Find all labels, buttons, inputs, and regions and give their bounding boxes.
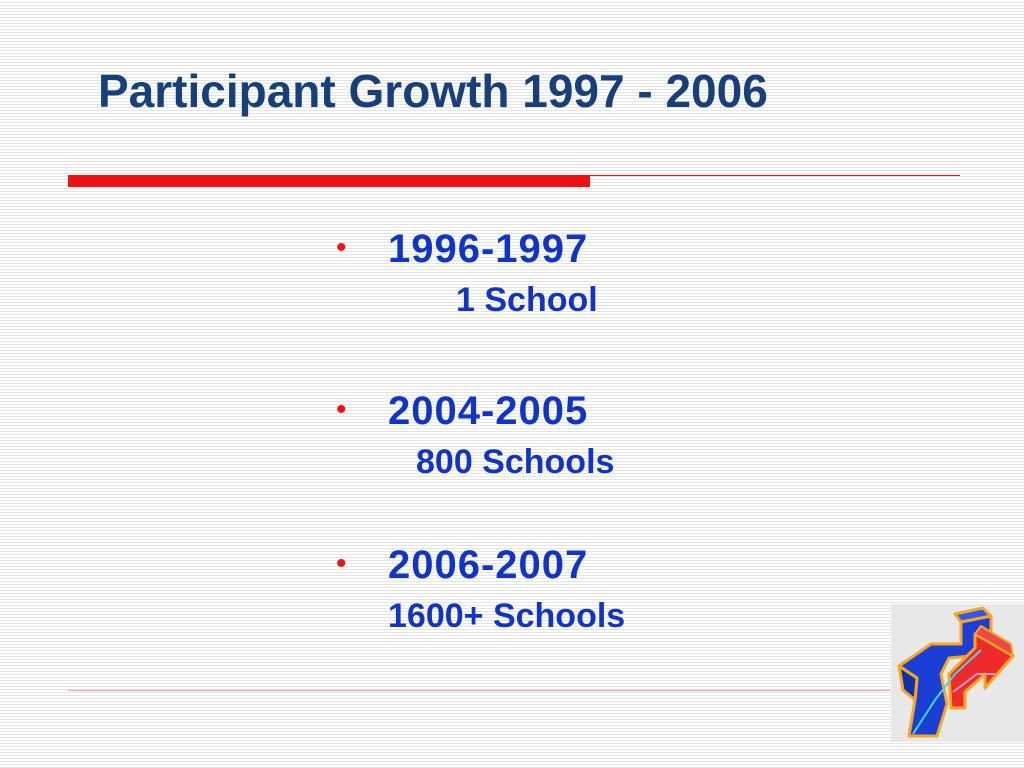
bullet-count: 1 School	[456, 281, 598, 319]
footer-divider	[68, 690, 890, 691]
slide-title: Participant Growth 1997 - 2006	[98, 65, 768, 117]
bullet-year: 2004-2005	[388, 389, 589, 433]
bullet-year: 1996-1997	[388, 227, 589, 271]
bullet-count: 1600+ Schools	[388, 597, 626, 635]
3d-arrow-logo-icon	[891, 604, 1024, 742]
bullet-count: 800 Schools	[416, 443, 615, 481]
bullet-year: 2006-2007	[388, 543, 589, 587]
bullet-dot: •	[336, 547, 347, 580]
title-underline-thin	[590, 175, 960, 176]
title-underline-thick	[68, 175, 590, 187]
bullet-dot: •	[336, 393, 347, 426]
bullet-dot: •	[336, 231, 347, 264]
